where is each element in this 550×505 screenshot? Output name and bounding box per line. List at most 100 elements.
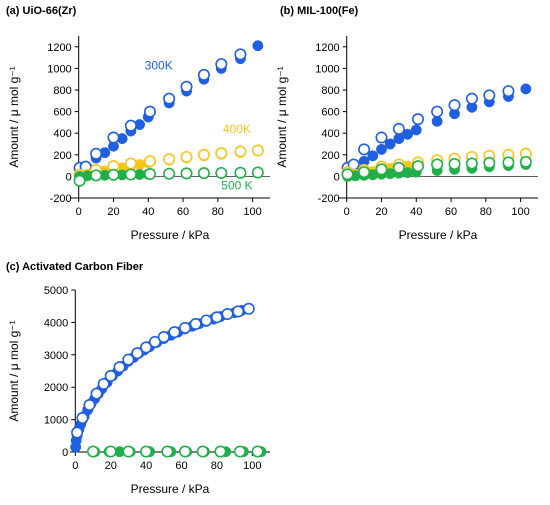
data-point bbox=[144, 168, 157, 181]
data-point bbox=[233, 445, 246, 458]
y-tick-label: 200 bbox=[53, 150, 71, 162]
y-tick-label: 600 bbox=[53, 107, 71, 119]
data-point bbox=[71, 426, 84, 439]
data-point bbox=[90, 147, 103, 160]
data-point bbox=[140, 445, 153, 458]
data-point bbox=[232, 305, 245, 318]
panel-1: (b) MIL-100(Fe)-200020040060080010001200… bbox=[275, 5, 538, 242]
data-point bbox=[124, 157, 137, 170]
data-point bbox=[234, 48, 247, 61]
y-tick-label: 800 bbox=[53, 85, 71, 97]
x-tick-label: 0 bbox=[72, 460, 78, 472]
series-5 bbox=[73, 166, 264, 187]
data-point bbox=[431, 105, 444, 118]
data-point bbox=[375, 131, 388, 144]
y-tick-label: 400 bbox=[53, 128, 71, 140]
data-point bbox=[157, 330, 170, 343]
x-tick-label: 40 bbox=[410, 206, 422, 218]
data-point bbox=[83, 399, 96, 412]
data-point bbox=[519, 155, 532, 168]
data-point bbox=[234, 145, 247, 158]
data-point bbox=[384, 138, 396, 150]
data-point bbox=[502, 156, 515, 169]
data-point bbox=[402, 128, 414, 140]
data-point bbox=[251, 445, 264, 458]
data-point bbox=[197, 68, 210, 81]
x-tick-label: 40 bbox=[140, 460, 152, 472]
y-tick-label: 1000 bbox=[44, 415, 68, 427]
data-point bbox=[448, 157, 461, 170]
y-tick-label: 4000 bbox=[44, 317, 68, 329]
data-point bbox=[197, 148, 210, 161]
data-point bbox=[180, 80, 193, 93]
data-point bbox=[107, 168, 120, 181]
data-point bbox=[242, 302, 255, 315]
y-tick-label: 200 bbox=[321, 150, 339, 162]
y-axis-title: Amount / μ mol g⁻¹ bbox=[7, 320, 21, 421]
data-point bbox=[180, 167, 193, 180]
x-tick-label: 20 bbox=[105, 460, 117, 472]
data-point bbox=[76, 411, 89, 424]
y-tick-label: -200 bbox=[50, 193, 72, 205]
y-tick-label: 3000 bbox=[44, 350, 68, 362]
data-point bbox=[465, 92, 478, 105]
series-1 bbox=[73, 48, 247, 174]
x-tick-label: 100 bbox=[243, 206, 261, 218]
panel-title: (c) Activated Carbon Fiber bbox=[6, 261, 144, 273]
data-point bbox=[163, 153, 176, 166]
data-point bbox=[392, 122, 405, 135]
data-point bbox=[163, 167, 176, 180]
data-point bbox=[168, 326, 181, 339]
data-point bbox=[358, 143, 371, 156]
series-3 bbox=[87, 445, 264, 458]
data-point bbox=[124, 119, 137, 132]
data-point bbox=[502, 85, 515, 98]
y-axis-title: Amount / μ mol g⁻¹ bbox=[7, 66, 21, 167]
data-point bbox=[179, 445, 192, 458]
data-point bbox=[189, 318, 202, 331]
x-tick-label: 80 bbox=[480, 206, 492, 218]
y-tick-label: 2000 bbox=[44, 382, 68, 394]
data-point bbox=[197, 167, 210, 180]
data-point bbox=[341, 168, 354, 181]
data-point bbox=[448, 99, 461, 112]
data-point bbox=[73, 174, 86, 187]
series-label: 400K bbox=[223, 122, 251, 136]
x-tick-label: 80 bbox=[212, 206, 224, 218]
data-point bbox=[251, 144, 264, 157]
y-axis-title: Amount / μ mol g⁻¹ bbox=[275, 66, 289, 167]
y-tick-label: 5000 bbox=[44, 285, 68, 297]
x-tick-label: 100 bbox=[243, 460, 261, 472]
data-point bbox=[483, 89, 496, 102]
data-point bbox=[104, 369, 117, 382]
panel-0: (a) UiO-66(Zr) -200 0 200 400 600 800 1000 1200 0… bbox=[6, 5, 270, 242]
panel-title: (b) MIL-100(Fe) bbox=[280, 5, 359, 17]
y-tick-label: 0 bbox=[334, 171, 340, 183]
series-5 bbox=[341, 155, 532, 181]
x-tick-label: 80 bbox=[211, 460, 223, 472]
x-tick-label: 20 bbox=[107, 206, 119, 218]
data-point bbox=[410, 124, 422, 136]
panel-title: (a) UiO-66(Zr) bbox=[6, 5, 77, 17]
x-axis-title: Pressure / kPa bbox=[131, 228, 210, 242]
series-0 bbox=[70, 303, 255, 453]
y-tick-label: 0 bbox=[62, 447, 68, 459]
series-label: 500 K bbox=[221, 178, 252, 192]
data-point bbox=[107, 131, 120, 144]
data-point bbox=[411, 160, 424, 173]
data-point bbox=[87, 445, 100, 458]
x-tick-label: 60 bbox=[175, 460, 187, 472]
x-tick-label: 60 bbox=[177, 206, 189, 218]
data-point bbox=[251, 166, 264, 179]
data-point bbox=[122, 353, 135, 366]
panel-2: (c) Activated Carbon Fiber01000200030004… bbox=[6, 261, 270, 496]
data-point bbox=[90, 387, 103, 400]
data-point bbox=[411, 113, 424, 126]
series-1 bbox=[71, 302, 255, 439]
data-point bbox=[179, 321, 192, 334]
y-tick-label: 1200 bbox=[47, 42, 71, 54]
data-point bbox=[375, 163, 388, 176]
y-tick-label: 400 bbox=[321, 128, 339, 140]
data-point bbox=[358, 166, 371, 179]
